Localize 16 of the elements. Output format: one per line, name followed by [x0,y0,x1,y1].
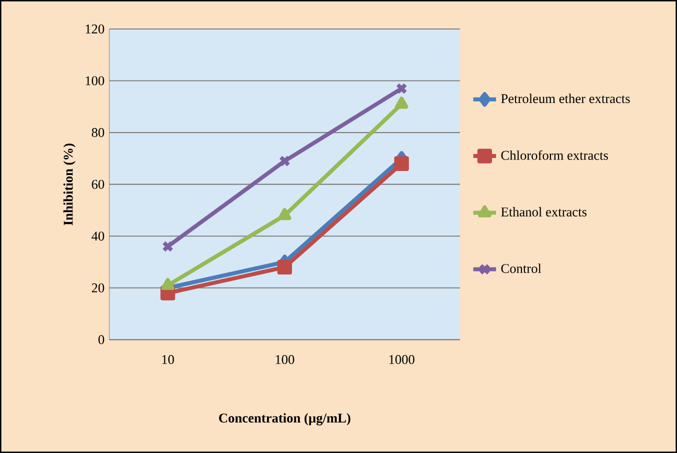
y-tick-label: 100 [86,76,104,86]
y-axis-title: Inhibition (%) [63,144,76,226]
legend-label: Ethanol extracts [501,207,586,216]
y-tick-label: 80 [92,128,104,138]
x-tick-label: 100 [276,355,294,364]
y-tick-label: 120 [86,24,104,34]
legend-label: Petroleum ether extracts [501,94,630,104]
legend-label: Control [501,264,542,274]
x-axis-title: Concentration (µg/mL) [219,413,350,426]
y-tick-label: 40 [92,232,104,241]
x-tick-label: 10 [162,355,174,364]
y-tick-label: 20 [92,283,104,292]
x-tick-label: 1000 [389,355,414,364]
legend-label: Chloroform extracts [501,150,608,160]
y-tick-label: 0 [98,335,104,344]
y-tick-label: 60 [92,180,104,189]
